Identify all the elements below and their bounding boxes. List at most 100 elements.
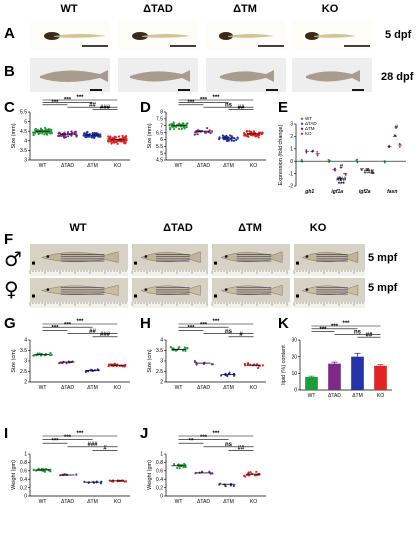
chart-panel-i: 0 0.2 0.4 0.6 0.8 1 Weight (gm) WT ΔTAD ΔTM KO *** *… [11, 431, 130, 505]
data-point-e [399, 143, 401, 146]
fish-eye [144, 255, 148, 258]
ruler [294, 302, 365, 308]
data-point-d [243, 131, 246, 135]
data-point-d [259, 131, 262, 134]
significance-label-c: ### [100, 105, 111, 111]
data-point-h [257, 366, 260, 370]
data-point-d [182, 122, 185, 125]
data-point-c [124, 135, 128, 138]
ruler [132, 270, 208, 276]
panel-letter-d: D [140, 99, 151, 116]
significance-label-e: *** [338, 182, 346, 188]
data-point-h [244, 364, 247, 367]
y-tick-label-k: 30 [291, 338, 297, 344]
bar-k [305, 377, 318, 390]
scale-bar [214, 294, 217, 298]
ruler [132, 302, 208, 308]
data-point-i [100, 480, 103, 483]
legend-marker-e [300, 132, 304, 135]
significance-label-j: ## [238, 446, 245, 452]
data-point-i [83, 480, 86, 483]
scale-bar [214, 261, 217, 265]
data-point-c [116, 142, 119, 145]
data-point-c [108, 137, 111, 141]
significance-label-e: # [340, 165, 344, 171]
y-axis-label-i: Weight (gm) [11, 460, 17, 490]
fish-eye [224, 288, 228, 291]
data-point-g [121, 365, 125, 368]
data-point-c [61, 134, 64, 137]
data-point-d [245, 130, 248, 133]
panel-letter-c: C [4, 99, 15, 116]
data-point-c [32, 133, 35, 137]
y-tick-label-g: 2 [24, 380, 27, 386]
significance-label-i: # [103, 446, 107, 452]
adult-fish-photo-dtm-female [211, 278, 290, 308]
x-tick-label-d: ΔTAD [197, 163, 210, 169]
significance-label-h: *** [187, 326, 195, 332]
data-point-e [327, 158, 330, 161]
data-point-g [113, 362, 116, 365]
data-point-c [98, 135, 102, 138]
panel-letter-b: B [4, 63, 15, 80]
group-label-dtm: ΔTM [233, 3, 257, 15]
adult-images-grid [29, 244, 365, 308]
data-point-i [43, 470, 46, 473]
data-point-c [36, 129, 40, 132]
significance-label-j: ** [189, 438, 194, 444]
data-point-c [113, 135, 116, 138]
y-tick-label-e: -1 [289, 171, 294, 177]
adult-fish-photo-dtm-male [211, 244, 290, 276]
x-tick-label-g: ΔTAD [61, 385, 74, 391]
data-point-h [195, 363, 198, 366]
data-point-c [122, 140, 125, 143]
y-tick-label-i: 0.4 [20, 477, 27, 483]
adult-fish-photo-wt-female [29, 278, 128, 308]
data-point-h [183, 346, 186, 349]
data-point-d [218, 136, 221, 139]
y-tick-label-d: 6.5 [156, 130, 163, 136]
data-point-e [366, 169, 369, 172]
y-tick-label-g: 3 [24, 359, 27, 365]
larva-image-ko [292, 20, 372, 50]
juvenile-image-wt [30, 58, 110, 92]
adult-group-label-dtad: ΔTAD [163, 222, 193, 234]
legend-marker-e [300, 117, 304, 121]
data-point-d [173, 127, 176, 131]
data-point-h [233, 374, 236, 377]
data-point-j [255, 470, 258, 473]
significance-label-h: # [239, 332, 243, 338]
chart-panel-e: -2 -1 0 1 2 3 Expression (fold change) gh1 igf1a… [278, 116, 406, 195]
data-point-c [121, 136, 124, 139]
panel-letter-f: F [4, 231, 13, 248]
data-point-c [45, 133, 49, 136]
stage-label-a: 5 dpf [385, 29, 412, 41]
data-point-d [177, 127, 181, 131]
data-point-e [311, 150, 314, 152]
legend-label-e: KO [305, 131, 312, 136]
y-tick-label-e: 2 [290, 134, 293, 140]
group-label-wt: WT [60, 3, 77, 15]
x-tick-label-e: igf1a [331, 189, 343, 195]
data-point-h [246, 362, 249, 365]
significance-label-i: *** [64, 435, 72, 441]
x-tick-label-e: gh1 [304, 189, 314, 195]
data-point-c [64, 136, 67, 139]
x-tick-label-i: KO [114, 499, 121, 505]
chart-panel-c: 3 3.5 4 4.5 5 5.5 Size (mm) WT ΔTAD ΔTM KO *** *** **… [11, 95, 130, 169]
y-tick-label-d: 7 [160, 123, 163, 129]
data-point-c [113, 141, 116, 144]
panel-letter-g: G [4, 315, 16, 332]
data-point-i [49, 469, 52, 472]
x-tick-label-g: ΔTM [87, 385, 98, 391]
y-axis-label-c: Size (mm) [11, 123, 17, 148]
y-tick-label-e: 3 [290, 122, 293, 128]
y-tick-label-d: 7.5 [156, 117, 163, 123]
y-tick-label-i: 0.6 [20, 469, 27, 475]
data-point-e [316, 153, 319, 156]
larva-image-dtad [118, 20, 198, 50]
data-point-d [230, 139, 233, 142]
data-point-h [169, 345, 172, 349]
y-tick-label-i: 0 [24, 494, 27, 500]
panel-letter-a: A [4, 25, 15, 42]
